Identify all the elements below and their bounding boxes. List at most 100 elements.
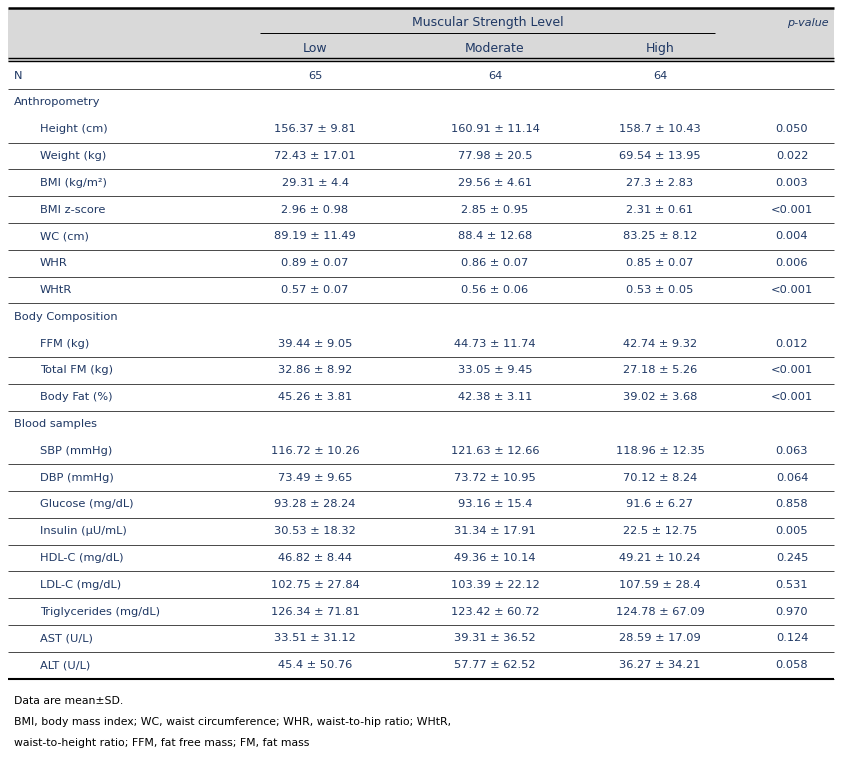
Text: 45.26 ± 3.81: 45.26 ± 3.81 (278, 392, 352, 402)
Text: 0.124: 0.124 (775, 633, 808, 643)
Bar (8, 8, 834, 61)
Text: 0.57 ± 0.07: 0.57 ± 0.07 (281, 285, 349, 295)
Text: 29.56 ± 4.61: 29.56 ± 4.61 (458, 178, 532, 188)
Text: 32.86 ± 8.92: 32.86 ± 8.92 (278, 365, 352, 376)
Text: 64: 64 (488, 71, 502, 81)
Text: HDL-C (mg/dL): HDL-C (mg/dL) (40, 553, 124, 563)
Text: 0.56 ± 0.06: 0.56 ± 0.06 (461, 285, 529, 295)
Text: 0.006: 0.006 (775, 258, 808, 268)
Text: 31.34 ± 17.91: 31.34 ± 17.91 (454, 526, 536, 536)
Text: p-value: p-value (787, 18, 829, 28)
Text: 33.05 ± 9.45: 33.05 ± 9.45 (458, 365, 532, 376)
Text: 69.54 ± 13.95: 69.54 ± 13.95 (619, 151, 701, 161)
Text: 46.82 ± 8.44: 46.82 ± 8.44 (278, 553, 352, 563)
Text: 72.43 ± 17.01: 72.43 ± 17.01 (274, 151, 356, 161)
Text: Insulin (μU/mL): Insulin (μU/mL) (40, 526, 127, 536)
Text: 73.49 ± 9.65: 73.49 ± 9.65 (278, 473, 352, 483)
Text: 73.72 ± 10.95: 73.72 ± 10.95 (454, 473, 536, 483)
Text: SBP (mmHg): SBP (mmHg) (40, 445, 112, 456)
Text: AST (U/L): AST (U/L) (40, 633, 93, 643)
Text: 39.44 ± 9.05: 39.44 ± 9.05 (278, 338, 352, 348)
Text: 160.91 ± 11.14: 160.91 ± 11.14 (450, 124, 540, 134)
Text: waist-to-height ratio; FFM, fat free mass; FM, fat mass: waist-to-height ratio; FFM, fat free mas… (14, 737, 309, 747)
Text: 156.37 ± 9.81: 156.37 ± 9.81 (274, 124, 356, 134)
Text: <0.001: <0.001 (771, 365, 813, 376)
Text: 0.022: 0.022 (775, 151, 808, 161)
Text: Body Composition: Body Composition (14, 312, 118, 322)
Text: 2.31 ± 0.61: 2.31 ± 0.61 (626, 205, 694, 214)
Text: 0.858: 0.858 (775, 499, 808, 509)
Text: BMI z-score: BMI z-score (40, 205, 105, 214)
Text: Blood samples: Blood samples (14, 419, 97, 429)
Text: 0.058: 0.058 (775, 660, 808, 670)
Text: 65: 65 (308, 71, 322, 81)
Text: 42.74 ± 9.32: 42.74 ± 9.32 (623, 338, 697, 348)
Text: FFM (kg): FFM (kg) (40, 338, 89, 348)
Text: 0.004: 0.004 (775, 231, 808, 241)
Text: 0.86 ± 0.07: 0.86 ± 0.07 (461, 258, 529, 268)
Text: 0.53 ± 0.05: 0.53 ± 0.05 (626, 285, 694, 295)
Text: Data are mean±SD.: Data are mean±SD. (14, 695, 123, 705)
Text: Low: Low (302, 42, 328, 54)
Text: 28.59 ± 17.09: 28.59 ± 17.09 (619, 633, 701, 643)
Text: ALT (U/L): ALT (U/L) (40, 660, 90, 670)
Text: 0.003: 0.003 (775, 178, 808, 188)
Text: 57.77 ± 62.52: 57.77 ± 62.52 (454, 660, 536, 670)
Text: 123.42 ± 60.72: 123.42 ± 60.72 (450, 607, 539, 617)
Text: 39.31 ± 36.52: 39.31 ± 36.52 (454, 633, 536, 643)
Text: WHR: WHR (40, 258, 67, 268)
Text: 0.531: 0.531 (775, 580, 808, 590)
Text: 93.28 ± 28.24: 93.28 ± 28.24 (274, 499, 355, 509)
Text: <0.001: <0.001 (771, 285, 813, 295)
Text: 22.5 ± 12.75: 22.5 ± 12.75 (623, 526, 697, 536)
Text: 116.72 ± 10.26: 116.72 ± 10.26 (270, 445, 360, 456)
Text: 29.31 ± 4.4: 29.31 ± 4.4 (281, 178, 349, 188)
Text: WC (cm): WC (cm) (40, 231, 89, 241)
Text: 0.970: 0.970 (775, 607, 808, 617)
Text: 64: 64 (653, 71, 667, 81)
Text: 77.98 ± 20.5: 77.98 ± 20.5 (458, 151, 532, 161)
Text: 118.96 ± 12.35: 118.96 ± 12.35 (616, 445, 705, 456)
Text: 49.21 ± 10.24: 49.21 ± 10.24 (620, 553, 701, 563)
Text: 158.7 ± 10.43: 158.7 ± 10.43 (619, 124, 701, 134)
Text: 0.063: 0.063 (775, 445, 808, 456)
Text: 44.73 ± 11.74: 44.73 ± 11.74 (454, 338, 536, 348)
Text: WHtR: WHtR (40, 285, 72, 295)
Text: 27.18 ± 5.26: 27.18 ± 5.26 (623, 365, 697, 376)
Text: High: High (646, 42, 674, 54)
Text: LDL-C (mg/dL): LDL-C (mg/dL) (40, 580, 121, 590)
Text: 2.85 ± 0.95: 2.85 ± 0.95 (461, 205, 529, 214)
Text: 30.53 ± 18.32: 30.53 ± 18.32 (274, 526, 356, 536)
Text: 0.012: 0.012 (775, 338, 808, 348)
Text: Anthropometry: Anthropometry (14, 97, 100, 107)
Text: 0.245: 0.245 (775, 553, 808, 563)
Text: 49.36 ± 10.14: 49.36 ± 10.14 (454, 553, 536, 563)
Text: Height (cm): Height (cm) (40, 124, 108, 134)
Text: 121.63 ± 12.66: 121.63 ± 12.66 (450, 445, 539, 456)
Text: 33.51 ± 31.12: 33.51 ± 31.12 (274, 633, 356, 643)
Text: 88.4 ± 12.68: 88.4 ± 12.68 (458, 231, 532, 241)
Text: 70.12 ± 8.24: 70.12 ± 8.24 (623, 473, 697, 483)
Text: Muscular Strength Level: Muscular Strength Level (412, 16, 563, 29)
Text: Glucose (mg/dL): Glucose (mg/dL) (40, 499, 134, 509)
Text: Total FM (kg): Total FM (kg) (40, 365, 113, 376)
Text: <0.001: <0.001 (771, 392, 813, 402)
Text: DBP (mmHg): DBP (mmHg) (40, 473, 114, 483)
Text: 45.4 ± 50.76: 45.4 ± 50.76 (278, 660, 352, 670)
Text: 91.6 ± 6.27: 91.6 ± 6.27 (626, 499, 694, 509)
Text: Weight (kg): Weight (kg) (40, 151, 106, 161)
Text: 107.59 ± 28.4: 107.59 ± 28.4 (619, 580, 701, 590)
Text: 93.16 ± 15.4: 93.16 ± 15.4 (458, 499, 532, 509)
Text: 103.39 ± 22.12: 103.39 ± 22.12 (450, 580, 540, 590)
Text: Triglycerides (mg/dL): Triglycerides (mg/dL) (40, 607, 160, 617)
Text: <0.001: <0.001 (771, 205, 813, 214)
Text: 0.050: 0.050 (775, 124, 808, 134)
Text: 89.19 ± 11.49: 89.19 ± 11.49 (274, 231, 356, 241)
Text: N: N (14, 71, 23, 81)
Text: BMI, body mass index; WC, waist circumference; WHR, waist-to-hip ratio; WHtR,: BMI, body mass index; WC, waist circumfe… (14, 716, 451, 726)
Text: 126.34 ± 71.81: 126.34 ± 71.81 (270, 607, 360, 617)
Text: 83.25 ± 8.12: 83.25 ± 8.12 (623, 231, 697, 241)
Text: 0.005: 0.005 (775, 526, 808, 536)
Text: 0.85 ± 0.07: 0.85 ± 0.07 (626, 258, 694, 268)
Text: 42.38 ± 3.11: 42.38 ± 3.11 (458, 392, 532, 402)
